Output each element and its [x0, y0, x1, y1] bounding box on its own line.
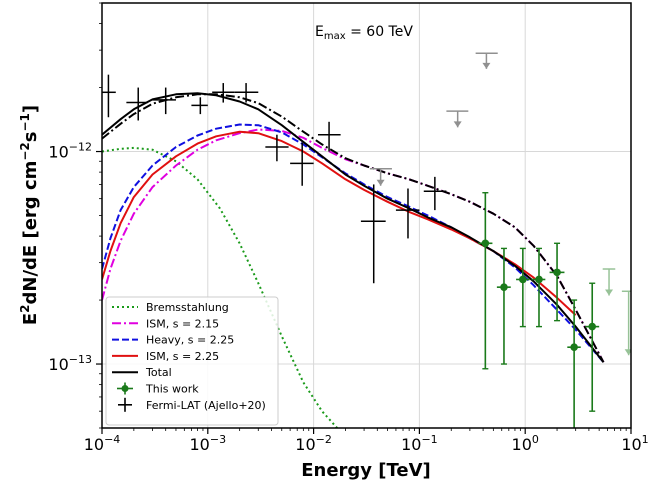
y-tick-label: 10−12: [48, 141, 92, 162]
this-work-marker: [481, 239, 490, 248]
upper-limit-arrowhead: [453, 121, 462, 128]
legend-box: [105, 296, 279, 426]
legend-label: Total: [145, 366, 172, 379]
legend-label: ISM, s = 2.25: [146, 350, 219, 363]
fermi-point: [212, 83, 235, 103]
this-work-point: [496, 247, 511, 365]
series-heavy: [102, 123, 605, 363]
legend: Bremsstahlung ISM, s = 2.15 Heavy, s = 2.2…: [105, 296, 279, 426]
x-axis-label: Energy [TeV]: [301, 460, 431, 481]
upper-limit-arrowhead: [605, 289, 614, 296]
legend-entry: This work: [117, 382, 199, 396]
this-work-point: [585, 282, 600, 412]
legend-entry: ISM, s = 2.25: [112, 350, 219, 363]
legend-label: This work: [145, 383, 199, 396]
this-work-marker: [553, 268, 561, 277]
legend-entry: Total: [112, 366, 172, 379]
data-points: [102, 52, 631, 428]
series-total: [102, 92, 605, 363]
model-curves: [102, 92, 605, 428]
legend-entry: Bremsstahlung: [112, 301, 229, 314]
this-work-marker: [535, 275, 543, 284]
this-work-upper-limit: [602, 268, 616, 296]
this-work-marker: [570, 343, 578, 352]
axis-ticks: 10−4 10−3 10−2 10−1 100 101 10−13 10−12: [48, 2, 649, 454]
upper-limit-arrow: [376, 168, 385, 186]
upper-limit-arrowhead: [482, 62, 491, 69]
fermi-point: [317, 121, 341, 152]
this-work-marker: [519, 275, 527, 284]
legend-entry: Heavy, s = 2.25: [112, 334, 234, 347]
fermi-upper-limit: [369, 167, 392, 186]
this-work-point: [567, 299, 581, 428]
upper-limit-arrow: [482, 53, 491, 69]
this-work-marker: [500, 283, 508, 291]
fermi-point: [360, 184, 386, 284]
y-tick-label: 10−13: [48, 353, 92, 374]
fermi-point: [152, 87, 176, 115]
upper-limit-arrow: [453, 111, 462, 128]
series-brems: [102, 146, 339, 428]
fermi-point: [423, 176, 447, 211]
series-ism215: [102, 128, 605, 363]
legend-label: Fermi-LAT (Ajello+20): [146, 399, 266, 412]
fermi-point: [126, 87, 148, 121]
upper-limit-arrowhead: [624, 349, 631, 356]
legend-label: ISM, s = 2.15: [146, 317, 219, 330]
this-work-point: [549, 242, 565, 322]
x-tick-label: 10−4: [84, 433, 121, 454]
legend-swatch-marker: [121, 385, 129, 392]
x-tick-label: 101: [621, 433, 648, 454]
this-work-point: [531, 247, 546, 328]
this-work-upper-limit: [621, 290, 631, 356]
this-work-point: [516, 247, 530, 328]
legend-label: Bremsstahlung: [146, 301, 229, 314]
legend-entry: Fermi-LAT (Ajello+20): [118, 397, 266, 412]
x-tick-label: 10−3: [190, 433, 227, 454]
upper-limit-arrowhead: [376, 179, 385, 186]
fermi-point: [290, 142, 314, 186]
y-axis-label: E2dN/dE [erg cm−2s−1]: [18, 105, 41, 325]
legend-label: Heavy, s = 2.25: [146, 334, 234, 347]
legend-entry: ISM, s = 2.15: [112, 317, 219, 330]
emax-annotation: Emax = 60 TeV: [315, 24, 413, 42]
series-total_dashdot: [102, 93, 605, 363]
upper-limit-arrow: [624, 291, 631, 356]
fermi-point: [265, 134, 289, 162]
fermi-point: [234, 83, 259, 103]
fermi-point: [191, 97, 208, 115]
x-tick-label: 100: [512, 433, 539, 454]
this-work-marker: [588, 322, 597, 331]
fermi-point: [395, 188, 420, 239]
this-work-point: [478, 192, 493, 370]
fermi-point: [102, 74, 116, 118]
x-tick-label: 10−1: [401, 433, 438, 454]
upper-limit-arrow: [605, 269, 614, 296]
fermi-upper-limit: [446, 110, 469, 128]
fermi-upper-limit: [475, 52, 498, 69]
x-tick-label: 10−2: [295, 433, 332, 454]
